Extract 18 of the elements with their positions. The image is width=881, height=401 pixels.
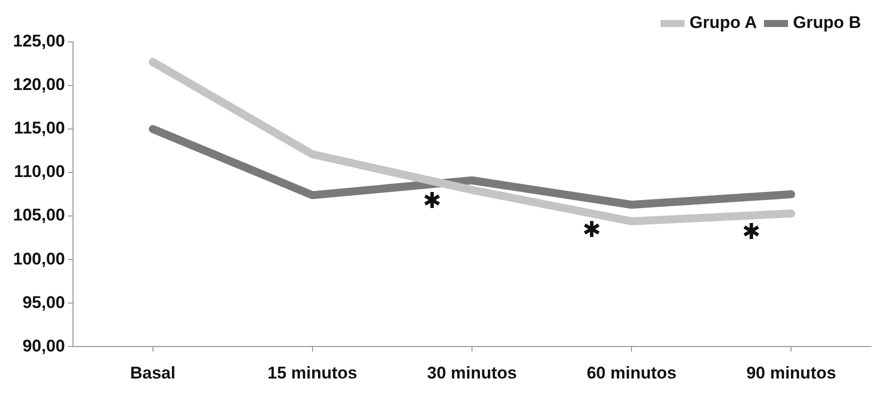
y-tick-label: 100,00 [12,249,65,268]
y-tick-label: 105,00 [12,206,65,225]
legend-label: Grupo B [793,13,862,32]
legend-label: Grupo A [690,13,757,32]
annotation: ✱ [582,218,601,244]
x-tick-label: 90 minutos [746,363,836,382]
x-tick-label: 15 minutos [268,363,358,382]
y-tick-label: 115,00 [14,118,65,138]
y-tick-label: 110,00 [14,162,65,182]
x-tick-label: 30 minutos [427,363,517,382]
y-tick-label: 125,00 [12,32,65,51]
annotation: ✱ [742,220,761,246]
x-tick-label: Basal [130,363,176,382]
y-tick-label: 120,00 [12,75,65,94]
x-tick-label: 60 minutos [586,363,676,382]
y-tick-label: 95,00 [22,292,65,312]
annotation: ✱ [422,188,442,214]
y-tick-label: 90,00 [22,336,65,356]
